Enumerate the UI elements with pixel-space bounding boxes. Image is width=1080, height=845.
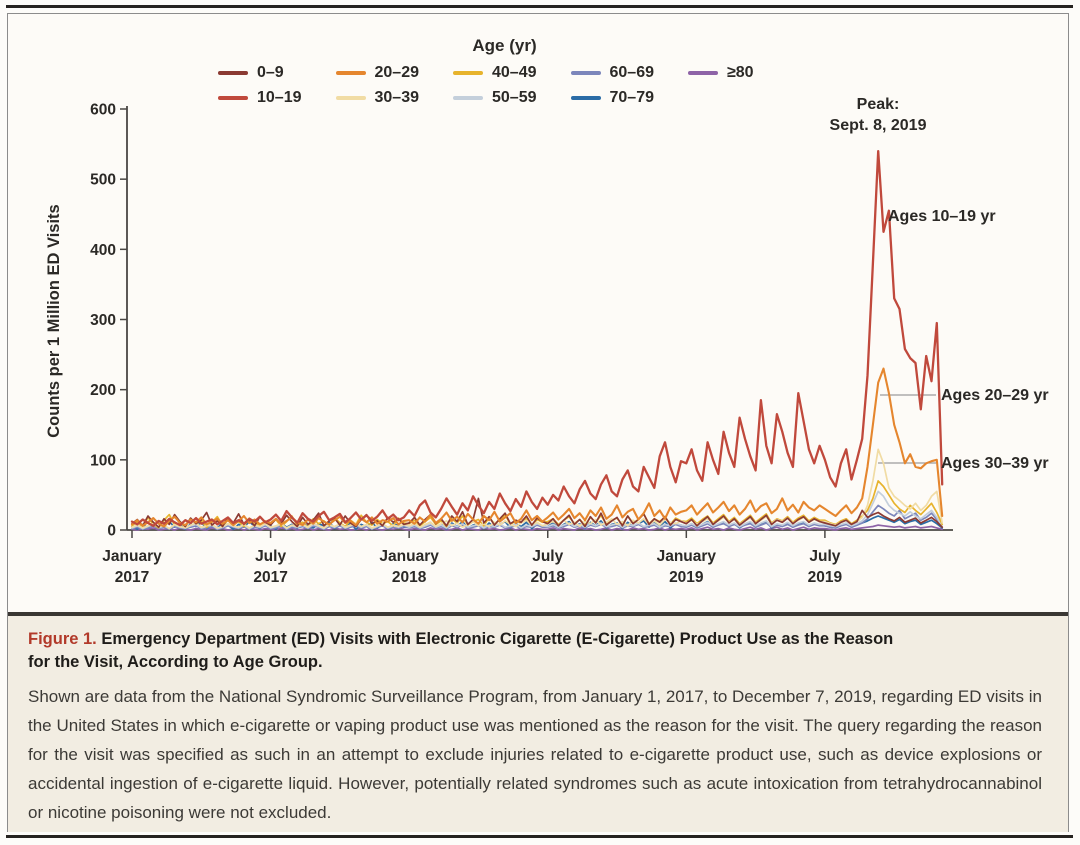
x-tick-label: 2017 (115, 569, 149, 586)
chart-plot: 0 100 200 300 400 500 600 January 2017 July 2017 Ja… (90, 102, 953, 586)
legend-label: 30–39 (374, 89, 420, 106)
x-tick-label: January (379, 548, 439, 565)
y-tick-label: 200 (90, 382, 116, 399)
legend-swatch-80plus (688, 71, 718, 75)
y-tick-label: 500 (90, 172, 116, 189)
series-line-10-19 (130, 149, 944, 527)
x-tick-label: 2019 (669, 569, 704, 586)
ages-20-29-annotation: Ages 20–29 yr (941, 387, 1049, 404)
ages-10-19-annotation: Ages 10–19 yr (888, 208, 996, 225)
legend-title: Age (yr) (472, 36, 537, 55)
legend-label: 60–69 (609, 64, 655, 81)
legend-label: ≥80 (727, 64, 754, 81)
x-tick-label: 2018 (530, 569, 565, 586)
legend-label: 10–19 (257, 89, 302, 106)
x-tick-label: 2017 (253, 569, 287, 586)
legend-swatch-50-59 (453, 96, 483, 100)
legend-item-50-59: 50–59 (453, 89, 537, 107)
peak-annotation-line2: Sept. 8, 2019 (829, 117, 927, 134)
y-tick-label: 400 (90, 242, 116, 259)
figure-caption: Shown are data from the National Syndrom… (28, 687, 1042, 823)
legend-swatch-30-39 (335, 96, 366, 100)
top-rule (6, 5, 1073, 8)
y-tick-label: 300 (90, 312, 116, 329)
legend-item-70-79: 70–79 (570, 89, 655, 107)
legend-label: 20–29 (374, 64, 420, 81)
legend-item-60-69: 60–69 (570, 64, 655, 82)
y-axis-title: Counts per 1 Million ED Visits (45, 204, 63, 438)
chart-section: 0 100 200 300 400 500 600 January 2017 July 2017 Ja… (8, 14, 1068, 612)
x-tick-label: 2018 (392, 569, 427, 586)
peak-annotation-line1: Peak: (856, 96, 900, 113)
figure-box: 0 100 200 300 400 500 600 January 2017 July 2017 Ja… (7, 13, 1069, 832)
figure-title-line2: for the Visit, According to Age Group. (28, 653, 323, 672)
legend-item-20-29: 20–29 (335, 64, 420, 82)
x-tick-label: July (809, 548, 840, 565)
legend-swatch-70-79 (570, 96, 601, 100)
legend-swatch-20-29 (335, 71, 366, 75)
legend-item-10-19: 10–19 (218, 89, 302, 107)
legend-item-0-9: 0–9 (218, 64, 302, 82)
x-tick-label: 2019 (808, 569, 843, 586)
y-tick-label: 0 (107, 523, 116, 540)
legend-item-80plus: ≥80 (688, 64, 754, 82)
series-line--80 (131, 524, 944, 531)
caption-divider-rule (8, 612, 1068, 616)
series-line-0-9 (131, 497, 944, 529)
x-tick-label: January (102, 548, 162, 565)
x-tick-label: July (255, 548, 286, 565)
bottom-rule (6, 835, 1073, 838)
y-tick-label: 600 (90, 102, 116, 119)
y-tick-label: 100 (90, 452, 116, 469)
peak-annotation: Peak: Sept. 8, 2019 (778, 94, 978, 136)
legend-swatch-40-49 (453, 71, 483, 75)
caption-area: Figure 1. Emergency Department (ED) Visi… (8, 615, 1068, 832)
series-line-60-69 (131, 504, 944, 531)
legend-label: 50–59 (492, 89, 537, 106)
legend-item-40-49: 40–49 (453, 64, 537, 82)
figure-title: Figure 1. Emergency Department (ED) Visi… (28, 628, 1008, 676)
legend-label: 40–49 (492, 64, 537, 81)
figure-label: Figure 1. (28, 629, 97, 648)
legend-label: 0–9 (257, 64, 284, 81)
ages-30-39-annotation: Ages 30–39 yr (941, 455, 1049, 472)
legend-label: 70–79 (609, 89, 655, 106)
legend-swatch-60-69 (570, 71, 601, 75)
x-tick-label: January (657, 548, 717, 565)
legend-item-30-39: 30–39 (335, 89, 420, 107)
chart-legend: 0–9 10–19 20–29 30–39 40–49 50–59 (218, 62, 754, 109)
figure-title-line1: Emergency Department (ED) Visits with El… (101, 629, 894, 648)
x-tick-label: July (532, 548, 563, 565)
legend-swatch-10-19 (218, 96, 248, 100)
legend-swatch-0-9 (218, 71, 248, 75)
